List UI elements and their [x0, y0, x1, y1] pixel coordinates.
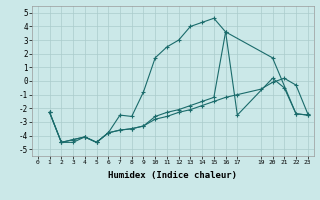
X-axis label: Humidex (Indice chaleur): Humidex (Indice chaleur)	[108, 171, 237, 180]
